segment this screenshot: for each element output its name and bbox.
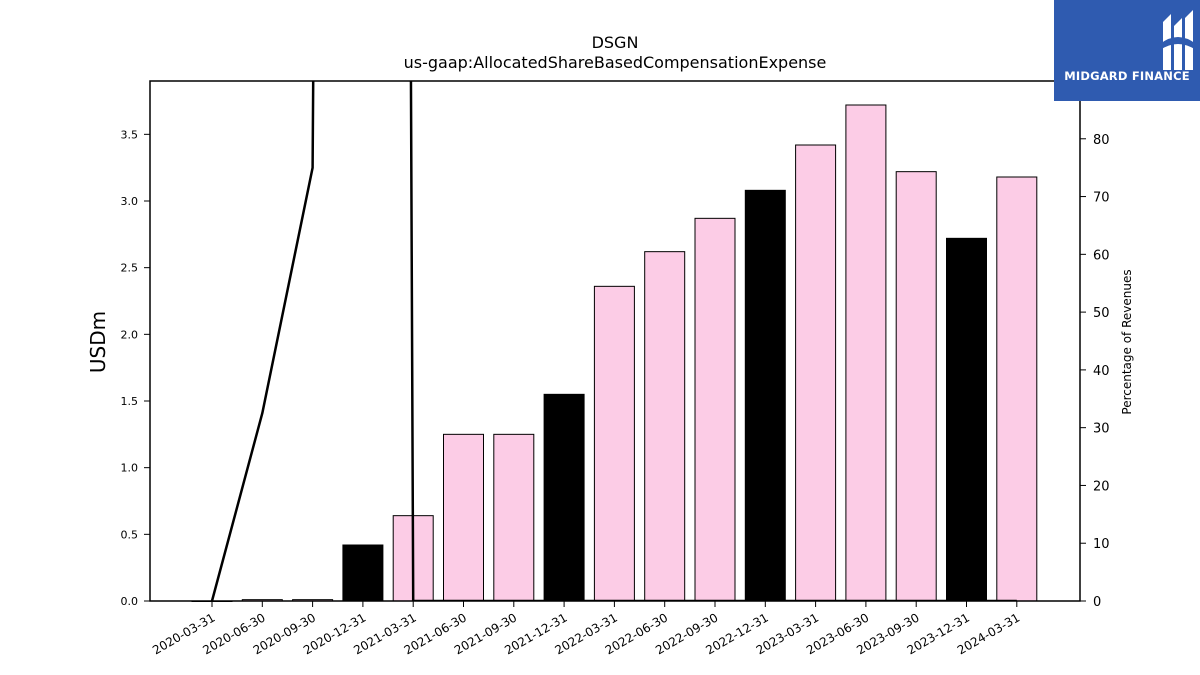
- chart-subtitle: us-gaap:AllocatedShareBasedCompensationE…: [404, 53, 827, 72]
- bar: [744, 189, 786, 602]
- y2-tick-label: 30: [1093, 422, 1110, 437]
- bar: [694, 217, 736, 602]
- y2-tick-label: 70: [1093, 191, 1110, 206]
- bar: [493, 433, 535, 602]
- y-axis-label: USDm: [86, 311, 110, 373]
- bar: [795, 144, 837, 602]
- logo-mark-icon: [1160, 10, 1196, 70]
- y-tick-label: 3.5: [121, 128, 139, 141]
- y2-tick-label: 60: [1093, 248, 1110, 263]
- y-tick-label: 1.0: [121, 462, 139, 475]
- bar: [342, 544, 384, 602]
- y2-tick-label: 0: [1093, 595, 1101, 610]
- bar: [845, 104, 887, 602]
- x-axis: 2020-03-312020-06-302020-09-302020-12-31…: [150, 601, 1022, 657]
- y-tick-label: 3.0: [121, 195, 139, 208]
- plot-frame: [149, 80, 1081, 602]
- bar: [644, 251, 686, 602]
- y-tick-label: 0.5: [121, 528, 139, 541]
- bar: [895, 171, 937, 602]
- bar: [443, 433, 484, 602]
- bar: [543, 393, 585, 602]
- y2-tick-label: 50: [1093, 306, 1110, 321]
- bar: [996, 176, 1038, 602]
- bar-group: [191, 104, 1038, 602]
- y2-axis-label: Percentage of Revenues: [1120, 269, 1134, 414]
- y2-tick-label: 40: [1093, 364, 1110, 379]
- y-tick-label: 2.0: [121, 328, 139, 341]
- brand-logo: MIDGARD FINANCE: [1054, 0, 1200, 101]
- y-tick-label: 1.5: [121, 395, 139, 408]
- logo-text: MIDGARD FINANCE: [1064, 69, 1190, 83]
- y2-axis: 0 10 20 30 40 50 60 70 80: [1080, 133, 1110, 610]
- bar: [593, 285, 635, 602]
- y-tick-label: 0.0: [121, 595, 139, 608]
- bar: [946, 237, 987, 602]
- y-tick-label: 2.5: [121, 262, 139, 275]
- chart-title: DSGN: [592, 33, 639, 52]
- y2-tick-label: 10: [1093, 537, 1110, 552]
- y2-tick-label: 20: [1093, 479, 1110, 494]
- y2-tick-label: 80: [1093, 133, 1110, 148]
- y-axis: 0.0 0.5 1.0 1.5 2.0 2.5 3.0 3.5: [121, 128, 150, 608]
